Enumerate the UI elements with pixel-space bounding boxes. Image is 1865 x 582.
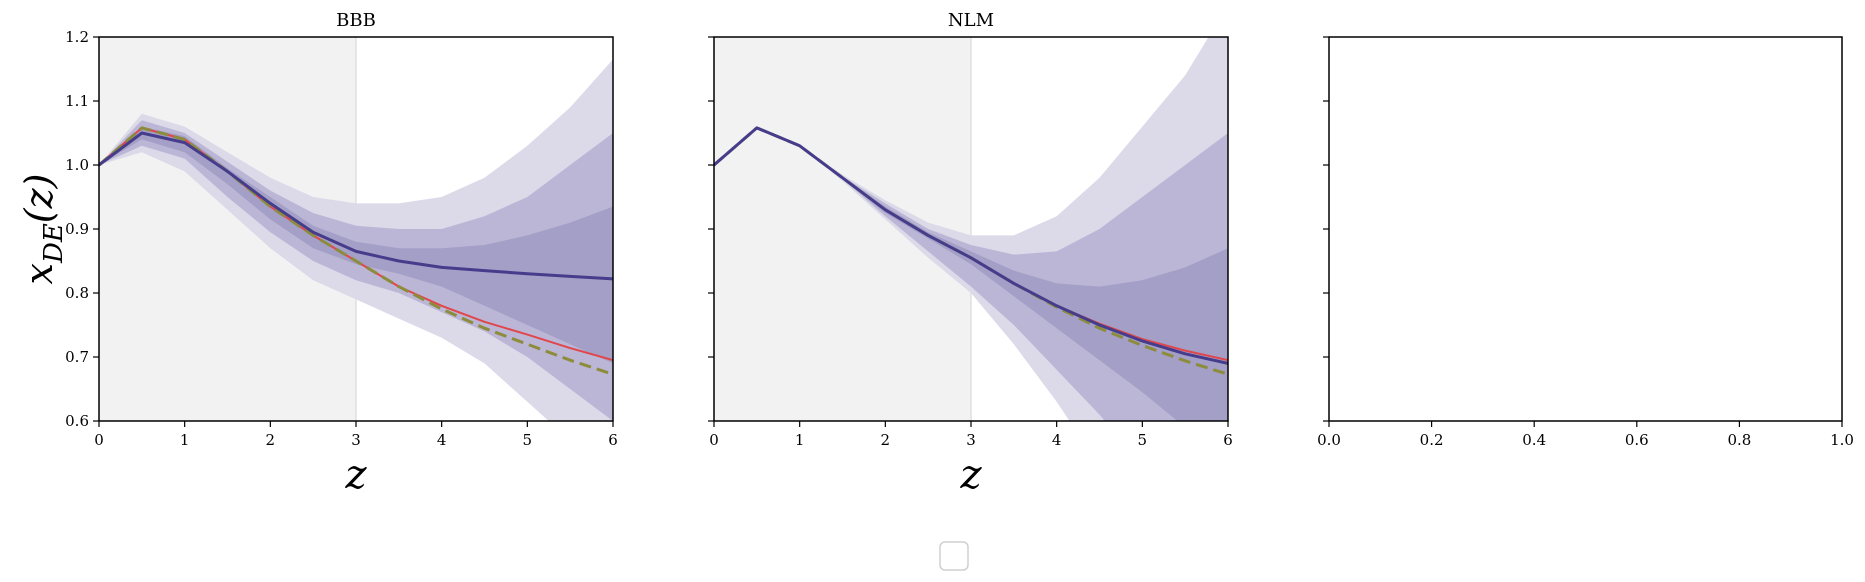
x-tick-label: 5 [523,431,533,449]
x-tick-label: 0.8 [1727,431,1751,449]
y-tick-label: 0.9 [65,220,89,238]
axes-frame [1328,36,1843,422]
x-tick-label: 6 [1223,431,1233,449]
confidence-band [714,127,1228,421]
x-tick-label: 1.0 [1830,431,1854,449]
y-tick-label: 0.6 [65,412,89,430]
y-tick-label: 1.2 [65,28,89,46]
x-tick-label: 4 [1052,431,1062,449]
series-line [714,126,1228,365]
x-axis-label: z [959,452,982,498]
x-tick-label: 1 [795,431,805,449]
x-tick-label: 1 [180,431,190,449]
x-tick-label: 0 [709,431,719,449]
x-tick-label: 0.4 [1522,431,1546,449]
plot-area [99,37,613,421]
y-tick-label: 1.1 [65,92,89,110]
y-tick-label: 1.0 [65,156,89,174]
panel-title: BBB [336,10,376,31]
x-tick-label: 0.2 [1420,431,1444,449]
x-axis-label: z [344,452,367,498]
series-line [99,131,613,281]
y-axis-label: xDE(z) [17,174,69,285]
y-axis-label-rest: (z) [17,174,61,224]
x-tick-label: 5 [1138,431,1148,449]
x-tick-label: 0 [94,431,104,449]
x-tick-label: 2 [881,431,891,449]
confidence-band [99,126,613,364]
x-tick-label: 0.6 [1625,431,1649,449]
x-tick-label: 6 [608,431,618,449]
y-tick-label: 0.8 [65,284,89,302]
x-tick-label: 3 [966,431,976,449]
x-tick-label: 0.0 [1317,431,1341,449]
x-tick-label: 3 [351,431,361,449]
y-axis-label-sub: DE [39,223,69,264]
y-axis-label-base: x [17,263,61,284]
legend-box [939,541,969,571]
x-tick-label: 2 [266,431,276,449]
confidence-band [99,120,613,421]
plot-area [714,37,1228,421]
y-tick-label: 0.7 [65,348,89,366]
x-tick-label: 4 [437,431,447,449]
panel-title: NLM [948,10,994,31]
series-line [99,126,613,376]
